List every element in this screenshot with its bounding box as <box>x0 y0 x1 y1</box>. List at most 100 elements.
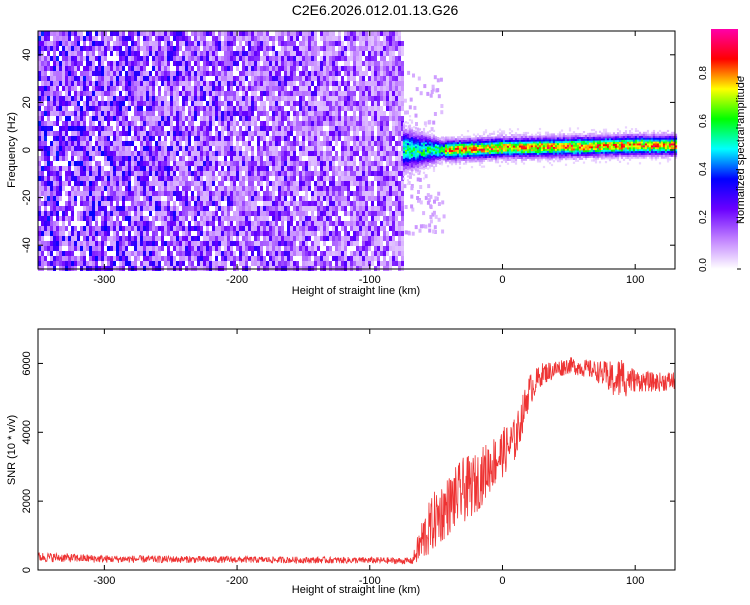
heatmap-cell <box>44 176 47 181</box>
heatmap-cell <box>254 101 257 106</box>
heatmap-cell <box>125 141 128 146</box>
heatmap-cell <box>56 71 59 76</box>
heatmap-cell <box>215 116 218 121</box>
heatmap-cell <box>56 146 59 151</box>
heatmap-cell <box>38 111 41 116</box>
heatmap-cell <box>143 221 146 226</box>
heatmap-cell <box>293 231 296 236</box>
heatmap-cell <box>380 196 383 201</box>
heatmap-cell <box>242 31 245 36</box>
heatmap-cell <box>104 56 107 61</box>
heatmap-cell <box>92 66 95 71</box>
heatmap-cell <box>179 71 182 76</box>
heatmap-cell <box>326 176 329 181</box>
heatmap-cell <box>167 116 170 121</box>
heatmap-cell <box>314 46 317 51</box>
heatmap-cell <box>374 216 377 221</box>
heatmap-cell <box>68 251 71 256</box>
heatmap-cell <box>164 136 167 141</box>
heatmap-cell <box>272 216 275 221</box>
heatmap-cell <box>212 71 215 76</box>
heatmap-cell <box>374 161 377 166</box>
heatmap-cell <box>158 116 161 121</box>
heatmap-cell <box>233 261 236 266</box>
heatmap-cell <box>191 211 194 216</box>
heatmap-cell <box>221 56 224 61</box>
heatmap-cell <box>104 196 107 201</box>
heatmap-cell <box>155 76 158 81</box>
heatmap-cell <box>86 61 89 66</box>
heatmap-cell <box>191 101 194 106</box>
heatmap-cell <box>77 151 80 156</box>
heatmap-cell <box>44 31 47 36</box>
heatmap-cell <box>98 191 101 196</box>
heatmap-cell <box>143 71 146 76</box>
heatmap-cell <box>245 36 248 41</box>
heatmap-cell <box>284 251 287 256</box>
heatmap-cell <box>278 86 281 91</box>
heatmap-cell <box>281 211 284 216</box>
heatmap-cell <box>62 156 65 161</box>
heatmap-cell <box>74 136 77 141</box>
heatmap-cell <box>74 76 77 81</box>
heatmap-cell <box>383 41 386 46</box>
heatmap-cell <box>167 256 170 261</box>
heatmap-cell <box>356 231 359 236</box>
heatmap-cell <box>263 106 266 111</box>
heatmap-cell <box>68 201 71 206</box>
heatmap-cell <box>284 141 287 146</box>
heatmap-cell <box>149 226 152 231</box>
heatmap-cell <box>227 81 230 86</box>
heatmap-cell <box>95 236 98 241</box>
heatmap-cell <box>230 86 233 91</box>
heatmap-cell <box>311 251 314 256</box>
heatmap-cell <box>269 46 272 51</box>
heatmap-cell <box>113 151 116 156</box>
heatmap-cell <box>107 181 110 186</box>
heatmap-cell <box>176 241 179 246</box>
heatmap-cell <box>254 41 257 46</box>
heatmap-cell <box>344 81 347 86</box>
heatmap-cell <box>86 101 89 106</box>
heatmap-cell <box>188 96 191 101</box>
heatmap-cell <box>59 141 62 146</box>
heatmap-cell <box>377 196 380 201</box>
heatmap-cell <box>245 121 248 126</box>
heatmap-cell <box>245 151 248 156</box>
heatmap-cell <box>287 131 290 136</box>
heatmap-cell <box>278 186 281 191</box>
heatmap-cell <box>374 206 377 211</box>
heatmap-cell <box>200 226 203 231</box>
heatmap-cell <box>206 121 209 126</box>
heatmap-cell <box>224 171 227 176</box>
heatmap-cell <box>143 206 146 211</box>
heatmap-cell <box>260 126 263 131</box>
heatmap-cell <box>368 206 371 211</box>
heatmap-cell <box>197 91 200 96</box>
heatmap-cell <box>194 166 197 171</box>
heatmap-cell <box>242 221 245 226</box>
heatmap-cell <box>305 191 308 196</box>
heatmap-cell <box>230 241 233 246</box>
heatmap-cell <box>326 211 329 216</box>
heatmap-cell <box>221 76 224 81</box>
heatmap-cell <box>173 236 176 241</box>
heatmap-cell <box>143 131 146 136</box>
heatmap-cell <box>89 91 92 96</box>
heatmap-cell <box>329 131 332 136</box>
heatmap-cell <box>371 206 374 211</box>
heatmap-cell <box>338 131 341 136</box>
heatmap-cell <box>161 186 164 191</box>
heatmap-cell <box>122 166 125 171</box>
heatmap-cell <box>221 211 224 216</box>
heatmap-cell <box>233 166 236 171</box>
heatmap-cell <box>245 111 248 116</box>
heatmap-cell <box>122 171 125 176</box>
heatmap-cell <box>359 256 362 261</box>
heatmap-cell <box>263 171 266 176</box>
heatmap-cell <box>143 41 146 46</box>
heatmap-cell <box>233 171 236 176</box>
heatmap-cell <box>185 151 188 156</box>
heatmap-cell <box>230 31 233 36</box>
heatmap-cell <box>296 231 299 236</box>
